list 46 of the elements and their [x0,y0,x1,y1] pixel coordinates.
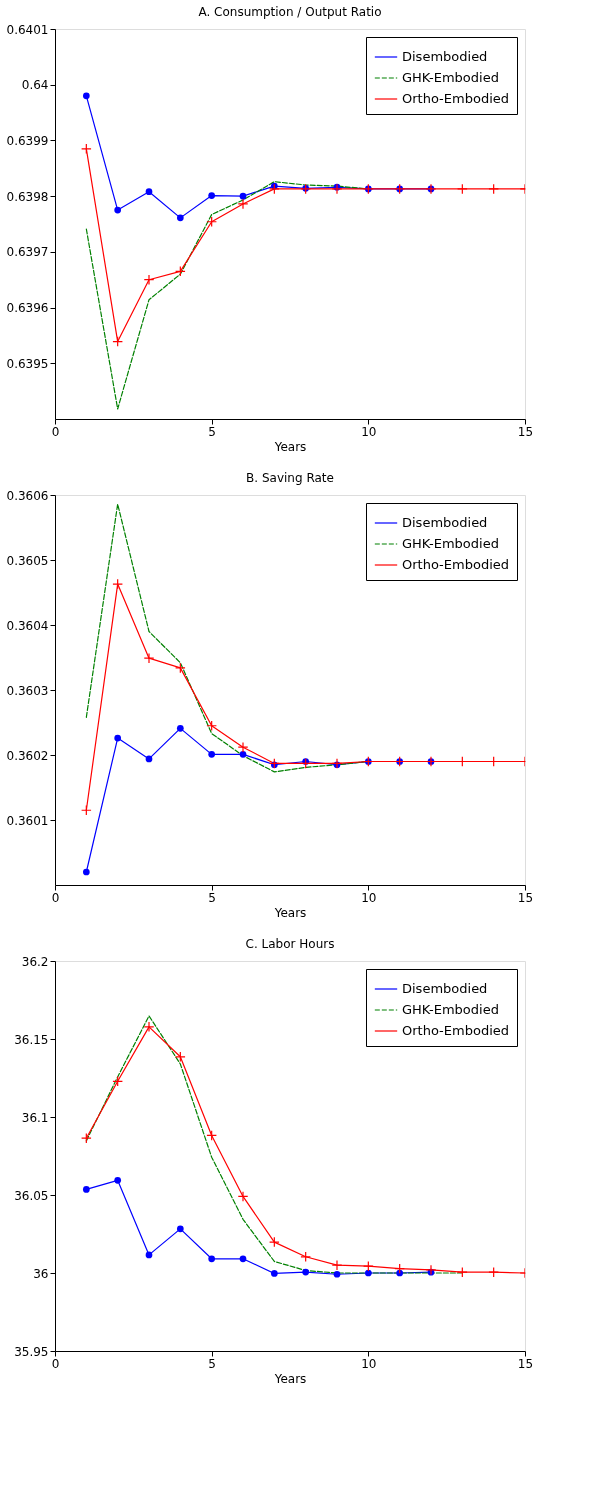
y-tick-label: 0.64 [21,78,49,93]
legend-label: Disembodied [402,515,488,530]
y-tick-label: 36.15 [14,1032,49,1047]
x-tick-label: 5 [208,424,216,439]
x-tick-label: 10 [361,890,377,905]
chart-title: B. Saving Rate [246,471,334,485]
y-tick-label: 0.6401 [6,22,49,37]
legend-label: Disembodied [402,49,488,64]
y-tick-label: 0.6398 [6,189,49,204]
x-tick-label: 0 [51,1356,60,1371]
x-tick-label: 10 [361,1356,377,1371]
x-tick-label: 5 [208,890,216,905]
x-tick-label: 15 [517,424,534,439]
x-tick-label: 15 [517,890,534,905]
y-tick-label: 0.3601 [6,813,49,828]
y-tick-label: 36.2 [21,954,49,969]
y-tick-label: 0.3604 [6,618,49,633]
x-tick-label: 10 [361,424,377,439]
x-tick-label: 0 [51,424,60,439]
legend-label: GHK-Embodied [402,70,499,85]
legend-label: Ortho-Embodied [402,557,509,572]
y-tick-label: 0.6399 [6,133,49,148]
y-tick-label: 36.1 [21,1110,49,1125]
y-tick-label: 36.05 [14,1188,49,1203]
chart-title: C. Labor Hours [245,937,335,951]
y-tick-label: 0.6395 [6,356,49,371]
y-tick-label: 0.3605 [6,553,49,568]
legend-label: Ortho-Embodied [402,91,509,106]
x-tick-label: 5 [208,1356,216,1371]
y-tick-label: 0.3606 [6,488,49,503]
y-tick-label: 35.95 [14,1344,49,1359]
x-axis-title: Years [273,905,307,920]
y-tick-label: 0.3602 [6,748,49,763]
y-tick-label: 0.3603 [6,683,49,698]
legend-label: GHK-Embodied [402,1002,499,1017]
y-tick-label: 0.6396 [6,301,49,316]
chart-title: A. Consumption / Output Ratio [198,5,382,19]
legend-label: Disembodied [402,981,488,996]
y-tick-label: 0.6397 [6,245,49,260]
legend-label: Ortho-Embodied [402,1023,509,1038]
legend-label: GHK-Embodied [402,536,499,551]
x-axis-title: Years [273,439,307,454]
x-tick-label: 0 [51,890,60,905]
x-tick-label: 15 [517,1356,534,1371]
y-tick-label: 36 [33,1266,49,1281]
x-axis-title: Years [273,1371,307,1386]
